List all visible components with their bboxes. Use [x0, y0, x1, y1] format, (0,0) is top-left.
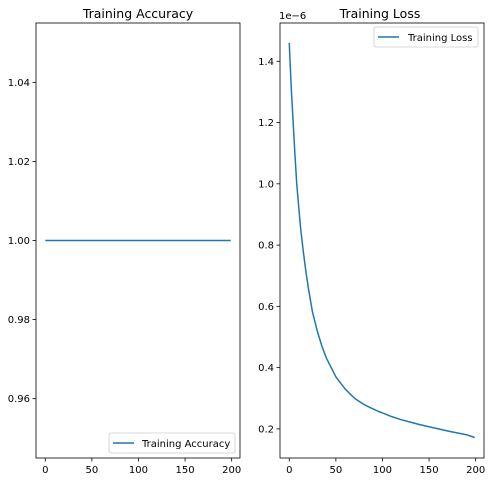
loss-ytick-label: 0.8 [258, 241, 274, 252]
loss-xtick-label: 200 [466, 465, 485, 476]
accuracy-ytick-label: 0.96 [8, 394, 30, 405]
accuracy-axis-ticks: 0 50 100 150 200 0.96 0.98 1.00 1.02 1.04 [8, 78, 241, 476]
accuracy-xtick-label: 0 [42, 465, 48, 476]
accuracy-legend: Training Accuracy [108, 432, 236, 454]
loss-ytick-label: 0.6 [258, 302, 274, 313]
accuracy-legend-box [108, 432, 236, 454]
loss-ytick-label: 1.0 [258, 179, 274, 190]
accuracy-xtick-label: 50 [86, 465, 99, 476]
accuracy-ytick-label: 1.04 [8, 78, 30, 89]
accuracy-chart: Training Accuracy 0 50 100 150 200 0.96 0.98 1.… [8, 6, 241, 476]
accuracy-legend-label: Training Accuracy [141, 439, 230, 450]
loss-axes-frame [279, 22, 485, 459]
loss-ytick-label: 0.2 [258, 424, 274, 435]
accuracy-xtick-label: 200 [222, 465, 241, 476]
loss-chart-title: Training Loss [339, 6, 421, 21]
loss-xtick-label: 50 [330, 465, 343, 476]
accuracy-ytick-label: 0.98 [8, 315, 30, 326]
loss-xtick-label: 150 [420, 465, 439, 476]
loss-offset-text: 1e−6 [279, 11, 306, 22]
loss-legend-label: Training Loss [407, 33, 473, 44]
accuracy-ytick-label: 1.02 [8, 157, 30, 168]
loss-xtick-label: 100 [373, 465, 392, 476]
accuracy-xtick-label: 150 [176, 465, 195, 476]
loss-chart: Training Loss 1e−6 0 50 100 150 200 0.2 0.4 0.6… [258, 6, 485, 476]
loss-axis-ticks: 0 50 100 150 200 0.2 0.4 0.6 0.8 1.0 1.2 1.4 [258, 57, 485, 476]
loss-plot-area [288, 42, 475, 439]
loss-ytick-label: 0.4 [258, 363, 274, 374]
loss-legend: Training Loss [373, 26, 479, 48]
accuracy-chart-title: Training Accuracy [82, 6, 194, 21]
loss-ytick-label: 1.2 [258, 118, 274, 129]
loss-ytick-label: 1.4 [258, 57, 274, 68]
loss-legend-box [373, 26, 479, 48]
loss-series-line [288, 42, 475, 439]
accuracy-ytick-label: 1.00 [8, 236, 30, 247]
accuracy-xtick-label: 100 [129, 465, 148, 476]
loss-xtick-label: 0 [286, 465, 292, 476]
accuracy-axes-frame [35, 22, 241, 459]
